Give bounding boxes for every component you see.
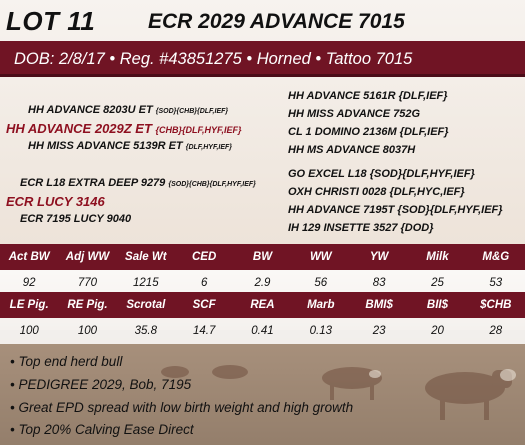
epd-header: BW xyxy=(252,251,273,263)
pedigree-dam-dam: ECR 7195 LUCY 9040 xyxy=(20,213,132,225)
epd-header: Milk xyxy=(426,251,449,263)
epd-header: Marb xyxy=(307,299,335,311)
epd-header: RE Pig. xyxy=(67,299,108,311)
pedigree-right-3: CL 1 DOMINO 2136M {DLF,IEF} xyxy=(288,126,449,138)
pedigree-right-2: HH MISS ADVANCE 752G xyxy=(288,108,421,120)
pedigree-sire: HH ADVANCE 2029Z ET {CHB}{DLF,HYF,IEF} xyxy=(6,121,242,136)
bullet-item: Great EPD spread with low birth weight a… xyxy=(10,400,353,415)
pedigree-dam-sire: ECR L18 EXTRA DEEP 9279 {SOD}{CHB}{DLF,H… xyxy=(20,177,256,189)
epd-value: 23 xyxy=(372,325,386,337)
pedigree-sire-dam: HH MISS ADVANCE 5139R ET {DLF,HYF,IEF} xyxy=(28,140,233,152)
epd-header: BMI$ xyxy=(365,299,393,311)
epd-value: 56 xyxy=(314,277,328,289)
epd-value: 20 xyxy=(431,325,444,337)
epd-value: 0.41 xyxy=(251,325,274,337)
epd-value: 2.9 xyxy=(254,277,271,289)
epd-value: 25 xyxy=(431,277,444,289)
bullet-item: Top end herd bull xyxy=(10,354,122,369)
info-bar: DOB: 2/8/17 • Reg. #43851275 • Horned • … xyxy=(0,41,525,77)
pedigree-right-4: HH MS ADVANCE 8037H xyxy=(288,144,416,156)
bullet-item: PEDIGREE 2029, Bob, 7195 xyxy=(10,377,191,392)
epd-header: YW xyxy=(369,251,389,263)
epd-value: 53 xyxy=(489,277,503,289)
epd-value: 35.8 xyxy=(134,325,158,337)
epd-header: Act BW xyxy=(8,251,50,263)
pedigree-right-6: OXH CHRISTI 0028 {DLF,HYC,IEF} xyxy=(288,186,465,198)
epd-header: BII$ xyxy=(426,299,448,311)
epd-header: $CHB xyxy=(480,299,512,311)
epd-value: 1215 xyxy=(133,277,159,289)
epd-header: Scrotal xyxy=(126,299,166,311)
pedigree-sire-sire: HH ADVANCE 8203U ET {SOD}{CHB}{DLF,IEF} xyxy=(28,104,229,116)
epd-header: REA xyxy=(250,299,275,311)
epd-header-row-2: LE Pig. RE Pig. Scrotal SCF REA Marb BMI… xyxy=(0,292,525,318)
epd-header-row-1: Act BW Adj WW Sale Wt CED BW WW YW Milk … xyxy=(0,244,525,270)
pedigree-right-5: GO EXCEL L18 {SOD}{DLF,HYF,IEF} xyxy=(288,168,475,180)
epd-value: 83 xyxy=(372,277,386,289)
animal-name: ECR 2029 ADVANCE 7015 xyxy=(148,10,405,33)
epd-value: 92 xyxy=(22,277,36,289)
pedigree-right-7: HH ADVANCE 7195T {SOD}{DLF,HYF,IEF} xyxy=(288,204,503,216)
bullet-item: Top 20% Calving Ease Direct xyxy=(10,422,193,437)
epd-value: 6 xyxy=(200,277,208,289)
cattle-silhouettes xyxy=(161,365,512,420)
epd-value: 770 xyxy=(77,277,98,289)
lot-number: LOT 11 xyxy=(6,6,96,36)
epd-value: 100 xyxy=(77,325,98,337)
epd-header: CED xyxy=(192,251,217,263)
epd-header: WW xyxy=(309,251,332,263)
epd-value: 14.7 xyxy=(192,325,216,337)
pedigree-dam: ECR LUCY 3146 xyxy=(6,194,105,209)
pedigree-right-1: HH ADVANCE 5161R {DLF,IEF} xyxy=(288,90,448,102)
epd-value-row-2: 100 100 35.8 14.7 0.41 0.13 23 20 28 xyxy=(0,318,525,344)
epd-header: SCF xyxy=(192,299,216,311)
epd-header: M&G xyxy=(482,251,510,263)
epd-value: 28 xyxy=(489,325,503,337)
epd-header: Sale Wt xyxy=(125,251,167,263)
pedigree-right-8: IH 129 INSETTE 3527 {DOD} xyxy=(288,222,434,234)
epd-header: Adj WW xyxy=(65,251,110,263)
epd-value-row-1: 92 770 1215 6 2.9 56 83 25 53 xyxy=(0,270,525,296)
epd-value: 0.13 xyxy=(309,325,332,337)
epd-header: LE Pig. xyxy=(9,299,49,311)
epd-value: 100 xyxy=(19,325,39,337)
